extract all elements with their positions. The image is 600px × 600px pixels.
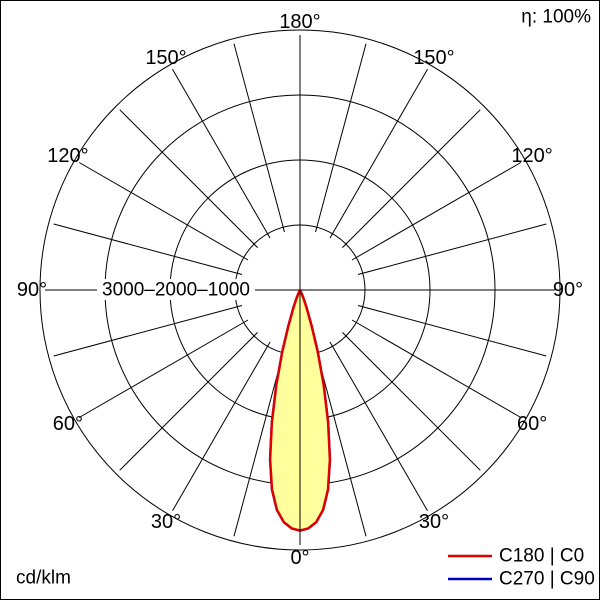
efficiency-label: η: 100%: [521, 7, 591, 28]
grid-spoke: [351, 319, 522, 418]
grid-circle: [39, 29, 561, 551]
angle-label-150-left: 150°: [145, 47, 186, 69]
legend: C180 | C0 C270 | C90: [448, 546, 595, 590]
grid-spoke: [119, 109, 258, 248]
angle-label-120-right: 120°: [511, 145, 552, 167]
grid-spoke: [329, 68, 428, 239]
grid-spoke: [233, 43, 285, 233]
grid-spoke: [172, 341, 271, 512]
polar-grid: [39, 29, 561, 551]
grid-spoke: [78, 319, 249, 418]
angle-label-60-right: 60°: [517, 413, 547, 435]
unit-label: cd/klm: [16, 568, 71, 589]
intensity-curves: [268, 288, 332, 545]
radial-scale-label: 3000–2000–1000: [102, 280, 250, 301]
legend-label-c180-c0: C180 | C0: [499, 546, 584, 567]
grid-spoke: [172, 68, 271, 239]
grid-spoke: [78, 162, 249, 261]
angle-label-90-left: 90°: [17, 279, 47, 301]
grid-spoke: [342, 332, 481, 471]
grid-spoke: [119, 332, 258, 471]
radial-scale-label-background: [97, 279, 255, 300]
grid-spoke: [342, 109, 481, 248]
angle-label-180: 180°: [279, 11, 320, 33]
grid-spoke: [357, 305, 547, 357]
grid-spoke: [329, 341, 428, 512]
grid-spoke: [315, 43, 367, 233]
angle-labels: 0° 30° 30° 60° 60° 90° 90° 120° 120° 150° 150° 180°: [17, 11, 583, 569]
grid-spoke: [351, 162, 522, 261]
angle-label-30-left: 30°: [151, 511, 181, 533]
grid-spoke: [53, 223, 243, 275]
legend-label-c270-c90: C270 | C90: [499, 569, 595, 590]
angle-label-60-left: 60°: [53, 413, 83, 435]
angle-label-150-right: 150°: [413, 47, 454, 69]
angle-label-90-right: 90°: [553, 279, 583, 301]
angle-label-120-left: 120°: [47, 145, 88, 167]
grid-spoke: [53, 305, 243, 357]
angle-label-30-right: 30°: [419, 511, 449, 533]
angle-label-0: 0°: [290, 547, 309, 569]
grid-spoke: [357, 223, 547, 275]
